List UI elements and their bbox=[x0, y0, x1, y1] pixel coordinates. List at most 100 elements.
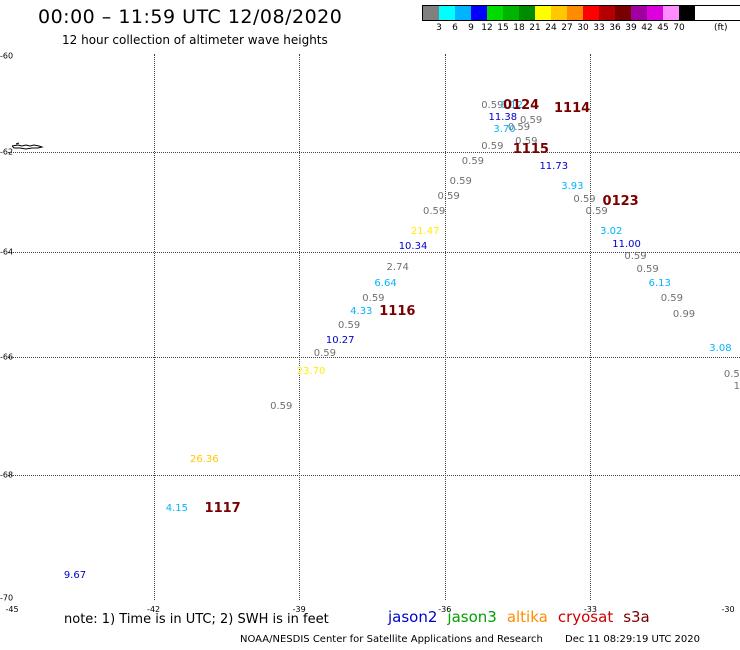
legend-bin-label: 30 bbox=[577, 23, 589, 33]
pass-time-label: 1114 bbox=[554, 100, 591, 116]
legend-swatch bbox=[455, 6, 471, 20]
wave-height-reading: 0.12 bbox=[500, 100, 523, 112]
legend-bin-label: 42 bbox=[641, 23, 653, 33]
longitude-label: -33 bbox=[583, 605, 597, 614]
longitude-gridline bbox=[153, 54, 155, 600]
longitude-gridline bbox=[590, 54, 592, 600]
longitude-label: -45 bbox=[5, 605, 19, 614]
wave-height-reading: 0.59 bbox=[481, 141, 504, 153]
wave-height-reading: 0.59 bbox=[461, 156, 485, 167]
wave-height-reading: 0.59 bbox=[362, 293, 385, 305]
latitude-label: -70 bbox=[0, 593, 14, 603]
legend-swatch bbox=[663, 6, 679, 20]
longitude-label: -36 bbox=[438, 605, 452, 614]
wave-height-reading: 0.59 bbox=[422, 206, 446, 217]
legend-bin-label: 12 bbox=[481, 23, 493, 33]
legend-bin-label: 45 bbox=[657, 23, 669, 33]
wave-height-reading: 0.99 bbox=[672, 309, 696, 320]
satellite-legend: jason2 jason3 altika cryosat s3a bbox=[388, 608, 660, 626]
wave-height-reading: 23.70 bbox=[296, 365, 326, 377]
legend-bin-label: 27 bbox=[561, 23, 573, 33]
wave-height-reading: 10.27 bbox=[325, 335, 355, 347]
latitude-label: -62 bbox=[0, 147, 14, 157]
latitude-gridline bbox=[8, 152, 740, 153]
wave-height-reading: 10.34 bbox=[398, 241, 428, 252]
legend-swatch bbox=[583, 6, 599, 20]
latitude-label: -64 bbox=[0, 247, 14, 257]
wave-height-reading: 0.59 bbox=[515, 136, 538, 148]
units-note: note: 1) Time is in UTC; 2) SWH is in fe… bbox=[64, 612, 329, 627]
legend-swatch bbox=[471, 6, 487, 20]
legend-bin-label: 70 bbox=[673, 23, 685, 33]
longitude-gridline bbox=[299, 54, 301, 600]
land-mass bbox=[12, 142, 44, 150]
wave-height-reading: 0.59 bbox=[573, 193, 596, 205]
wave-height-reading: 26.36 bbox=[190, 454, 219, 466]
legend-unit: (ft) bbox=[714, 23, 728, 33]
wave-height-reading: 3.08 bbox=[709, 343, 732, 355]
legend-swatches bbox=[422, 5, 740, 21]
wave-height-reading: 0.59 bbox=[507, 122, 531, 133]
legend-swatch bbox=[519, 6, 535, 20]
wave-height-reading: 11.38 bbox=[488, 112, 518, 124]
legend-swatch bbox=[679, 6, 695, 20]
legend-swatch bbox=[567, 6, 583, 20]
legend-swatch bbox=[551, 6, 567, 20]
wave-height-reading: 0.59 bbox=[585, 206, 608, 217]
legend-labels: (ft) 3 6 9 12 15 18 21 24 27 30 33 36 39 42 45 70 bbox=[422, 21, 740, 35]
legend-swatch bbox=[503, 6, 519, 20]
wave-height-reading: 6.64 bbox=[374, 277, 397, 289]
legend-bin-label: 3 bbox=[436, 23, 442, 33]
wave-height-reading: 11.00 bbox=[612, 238, 641, 250]
legend-bin-label: 18 bbox=[513, 23, 525, 33]
longitude-label: -42 bbox=[147, 605, 161, 614]
latitude-gridline bbox=[8, 357, 740, 358]
wave-height-reading: 1.98 bbox=[733, 380, 740, 392]
wave-height-reading: 9.67 bbox=[63, 570, 87, 582]
wave-height-reading: 0.59 bbox=[338, 319, 361, 331]
wave-height-reading: 0.59 bbox=[520, 114, 543, 126]
map-title: 00:00 – 11:59 UTC 12/08/2020 bbox=[38, 6, 343, 28]
wave-height-reading: 0.59 bbox=[481, 100, 504, 112]
map-subtitle: 12 hour collection of altimeter wave hei… bbox=[62, 33, 328, 47]
legend-bin-label: 15 bbox=[497, 23, 509, 33]
wave-height-reading: 3.70 bbox=[493, 124, 516, 136]
legend-bin-label: 6 bbox=[452, 23, 458, 33]
wave-height-reading: 6.13 bbox=[648, 277, 671, 289]
wave-height-reading: 0.59 bbox=[660, 293, 684, 305]
wave-height-reading: 11.73 bbox=[539, 161, 569, 172]
pass-time-label: 0123 bbox=[602, 194, 639, 209]
legend-swatch bbox=[439, 6, 455, 20]
pass-time-label: 1117 bbox=[204, 500, 241, 516]
legend-swatch bbox=[535, 6, 551, 20]
wave-height-reading: 4.33 bbox=[350, 306, 373, 318]
latitude-gridline bbox=[8, 475, 740, 476]
legend-swatch bbox=[487, 6, 503, 20]
wave-height-reading: 0.59 bbox=[313, 348, 337, 360]
satellite-jason2: jason2 bbox=[388, 608, 438, 626]
pass-time-label: 1115 bbox=[512, 141, 549, 157]
satellite-altika: altika bbox=[506, 608, 548, 626]
wave-height-reading: 4.15 bbox=[165, 502, 188, 514]
wave-height-reading: 0.59 bbox=[449, 176, 472, 187]
wave-height-reading: 2.74 bbox=[386, 261, 409, 273]
legend-bin-label: 39 bbox=[625, 23, 637, 33]
credit-line: NOAA/NESDIS Center for Satellite Applica… bbox=[240, 634, 543, 645]
legend-swatch bbox=[599, 6, 615, 20]
legend-bin-label: 33 bbox=[593, 23, 605, 33]
satellite-jason3: jason3 bbox=[447, 608, 497, 626]
wave-height-reading: 3.93 bbox=[561, 181, 584, 192]
legend-swatch bbox=[615, 6, 631, 20]
wave-height-reading: 0.59 bbox=[270, 401, 293, 413]
wave-height-reading: 0.59 bbox=[437, 191, 460, 202]
wave-height-reading: 0.59 bbox=[624, 251, 647, 263]
legend-bin-label: 9 bbox=[468, 23, 474, 33]
credit-timestamp: Dec 11 08:29:19 UTC 2020 bbox=[565, 634, 700, 645]
legend-bin-label: 24 bbox=[545, 23, 557, 33]
pass-time-label: 0124 bbox=[503, 98, 540, 114]
wave-height-reading: 0.59 bbox=[723, 368, 740, 380]
satellite-cryosat: cryosat bbox=[557, 608, 614, 626]
wave-height-reading: 21.47 bbox=[410, 226, 440, 237]
satellite-s3a: s3a bbox=[623, 608, 650, 626]
color-legend: (ft) 3 6 9 12 15 18 21 24 27 30 33 36 39 42 45 70 bbox=[422, 5, 740, 35]
